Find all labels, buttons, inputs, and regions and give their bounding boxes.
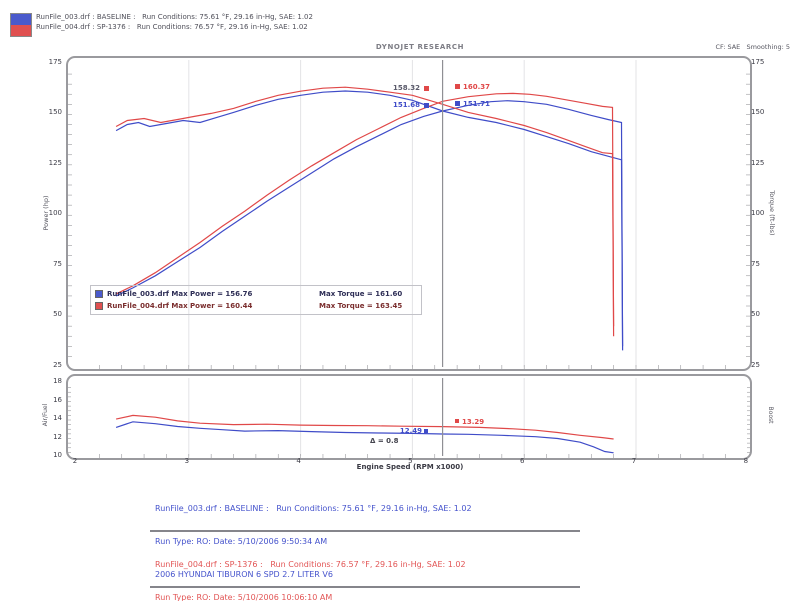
cursor-power-right-value: 160.37 [463,83,491,91]
torque-y-tick: 175 [751,58,765,66]
engine-speed-axis-label: Engine Speed (RPM x1000) [356,463,464,471]
cursor-marker-red-right [455,84,460,89]
header-run2-line: RunFile_004.drf : SP-1376 : Run Conditio… [36,23,308,31]
torque-y-tick: 100 [751,209,765,218]
run2-max-torque: Max Torque = 163.45 [319,302,403,310]
afr-marker-red [455,419,459,423]
dyno-curve [115,421,614,454]
footer-run2-block: RunFile_004.drf : SP-1376 : Run Conditio… [155,537,466,601]
afr-y-tick: 14 [53,414,62,422]
cursor-marker-red-left [424,86,429,91]
rpm-x-tick: 5 [408,457,413,465]
torque-y-tick: 75 [751,259,760,268]
cursor-marker-blue-left [424,103,429,108]
cursor-power-left-value: 158.32 [392,84,420,92]
dyno-curve [115,100,624,351]
rpm-x-tick: 8 [743,457,749,465]
torque-y-tick: 25 [751,360,760,369]
afr-y-tick: 10 [53,451,62,459]
afr-y-tick: 18 [53,377,62,385]
afr-y-tick: 12 [53,432,62,441]
power-torque-plot [68,60,750,369]
dyno-curve [115,86,615,327]
power-y-tick: 25 [53,360,62,369]
dyno-curve [115,92,615,337]
power-y-tick: 150 [48,108,62,117]
cursor-marker-blue-right [455,101,460,106]
boost-axis-label: Boost [767,406,774,424]
power-y-tick: 100 [48,209,62,218]
afr-marker-blue [424,429,428,433]
torque-y-tick: 50 [751,310,760,319]
run2-legend-swatch [95,302,103,310]
afr-chart-box [66,374,752,460]
legend-row-run2: RunFile_004.drf Max Power = 160.44 Max T… [95,300,417,312]
run1-max-power: RunFile_003.drf Max Power = 156.76 [107,290,253,298]
dynojet-brand-text: DYNOJET RESEARCH [375,43,465,51]
rpm-x-tick: 4 [296,457,301,465]
correction-smoothing-text: CF: SAE Smoothing: 5 [715,43,790,51]
dyno-curve [115,90,624,347]
footer-run2-line1: RunFile_004.drf : SP-1376 : Run Conditio… [155,560,466,569]
footer-run2-line2: Run Type: RO: Date: 5/10/2006 10:06:10 A… [155,593,333,601]
dyno-curve [115,414,614,440]
afr-plot [68,378,750,458]
run2-max-power: RunFile_004.drf Max Power = 160.44 [107,302,253,310]
run1-color-chip [11,14,31,25]
afr-delta-value: Δ = 0.8 [370,437,399,445]
power-y-tick: 175 [48,58,62,66]
footer-run1-line1: RunFile_003.drf : BASELINE : Run Conditi… [155,504,472,513]
max-values-legend: RunFile_003.drf Max Power = 156.76 Max T… [90,285,422,315]
footer-separator-1 [150,530,580,532]
afr-cursor-left-value: 12.49 [399,427,422,435]
rpm-x-tick: 6 [519,457,525,465]
power-y-tick: 125 [48,158,62,167]
footer-run1-line2: Run Type: RO: Date: 5/10/2006 9:50:34 AM [155,537,328,546]
power-y-tick: 50 [53,310,62,319]
afr-y-tick: 16 [53,395,62,404]
footer-separator-2 [150,586,580,588]
power-torque-chart-box [66,56,752,371]
torque-y-tick: 125 [751,158,765,167]
cursor-torque-left-value: 151.68 [392,101,420,109]
cursor-torque-right-value: 151.71 [463,100,491,108]
run1-max-torque: Max Torque = 161.60 [319,290,403,298]
legend-row-run1: RunFile_003.drf Max Power = 156.76 Max T… [95,288,417,300]
rpm-x-tick: 7 [631,457,637,465]
rpm-x-tick: 3 [184,457,190,465]
torque-y-tick: 150 [751,108,765,117]
footer-run1-block: RunFile_003.drf : BASELINE : Run Conditi… [155,481,472,601]
run1-legend-swatch [95,290,103,298]
run2-color-chip [11,25,31,36]
power-y-tick: 75 [53,259,62,268]
afr-cursor-right-value: 13.29 [462,418,485,426]
footer-run1-line3: 2006 HYUNDAI TIBURON 6 SPD 2.7 LITER V6 [155,570,333,579]
run-color-swatch [10,13,32,37]
rpm-x-tick: 2 [72,457,78,465]
header-run1-line: RunFile_003.drf : BASELINE : Run Conditi… [36,13,313,21]
